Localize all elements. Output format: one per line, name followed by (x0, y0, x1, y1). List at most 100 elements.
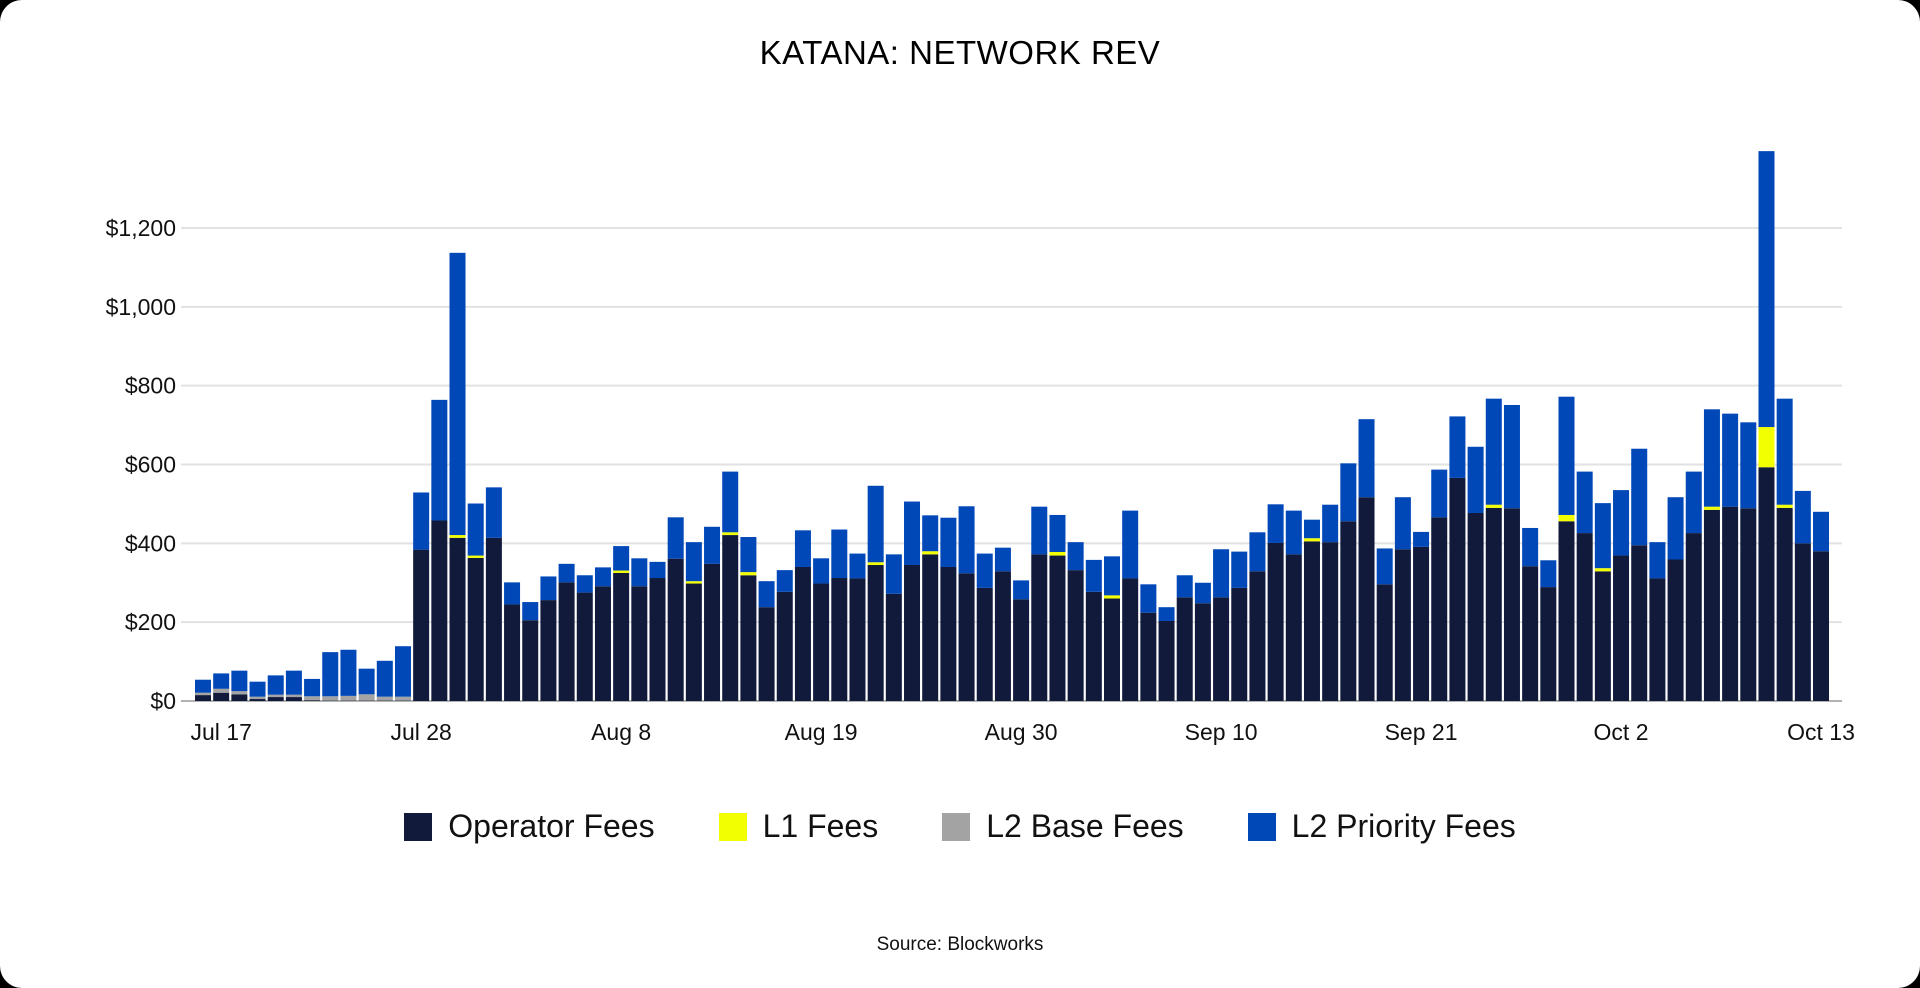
bar-segment-l2-priority-fees[interactable]: Oct 11 L2 Priority Fees: $269 (1776, 398, 1793, 505)
bar-segment-l2-priority-fees[interactable]: Jul 21 L2 Priority Fees: $61 (285, 670, 302, 695)
bar-segment-l2-priority-fees[interactable]: Oct 2 L2 Priority Fees: $166 (1613, 490, 1630, 556)
bar-segment-operator-fees[interactable]: Oct 7 Operator Fees: $485 (1703, 509, 1720, 701)
legend-item-l2-base-fees[interactable]: L2 Base Fees (942, 808, 1184, 845)
bar-segment-l2-priority-fees[interactable]: Jul 26 L2 Priority Fees: $91 (376, 660, 393, 697)
bar-segment-operator-fees[interactable]: Jul 30 Operator Fees: $414 (449, 537, 466, 701)
bar-segment-operator-fees[interactable]: Aug 6 Operator Fees: $275 (576, 592, 593, 701)
bar-segment-operator-fees[interactable]: Aug 1 Operator Fees: $414 (485, 537, 502, 701)
bar-segment-operator-fees[interactable]: Aug 8 Operator Fees: $325 (613, 572, 630, 701)
bar-segment-l2-priority-fees[interactable]: Aug 13 L2 Priority Fees: $94 (704, 526, 721, 564)
bar-segment-l2-priority-fees[interactable]: Aug 6 L2 Priority Fees: $44 (576, 575, 593, 593)
bar-segment-l2-priority-fees[interactable]: Sep 25 L2 Priority Fees: $269 (1485, 398, 1502, 505)
bar-segment-operator-fees[interactable]: Oct 3 Operator Fees: $395 (1631, 545, 1648, 701)
bar-segment-operator-fees[interactable]: Oct 6 Operator Fees: $426 (1685, 533, 1702, 701)
bar-segment-l2-priority-fees[interactable]: Jul 22 L2 Priority Fees: $44 (304, 678, 321, 697)
bar-segment-l2-priority-fees[interactable]: Sep 15 L2 Priority Fees: $47 (1303, 519, 1320, 539)
bar-segment-l2-priority-fees[interactable]: Jul 18 L2 Priority Fees: $52 (231, 670, 248, 692)
bar-segment-operator-fees[interactable]: Sep 30 Operator Fees: $426 (1576, 533, 1593, 701)
bar-segment-operator-fees[interactable]: Sep 29 Operator Fees: $456 (1558, 521, 1575, 701)
bar-segment-l2-priority-fees[interactable]: Aug 8 L2 Priority Fees: $62 (613, 546, 630, 571)
bar-segment-l2-priority-fees[interactable]: Sep 28 L2 Priority Fees: $68 (1540, 560, 1557, 588)
bar-segment-operator-fees[interactable]: Oct 4 Operator Fees: $311 (1649, 578, 1666, 701)
bar-segment-l2-priority-fees[interactable]: Sep 9 L2 Priority Fees: $52 (1194, 582, 1211, 604)
legend-item-l2-priority-fees[interactable]: L2 Priority Fees (1247, 808, 1516, 845)
bar-segment-operator-fees[interactable]: Jul 16 Operator Fees: $15 (195, 695, 211, 701)
bar-segment-l2-priority-fees[interactable]: Aug 1 L2 Priority Fees: $128 (485, 487, 502, 538)
bar-segment-operator-fees[interactable]: Jul 21 Operator Fees: $10 (285, 697, 302, 701)
bar-segment-l2-priority-fees[interactable]: Sep 30 L2 Priority Fees: $156 (1576, 471, 1593, 534)
bar-segment-operator-fees[interactable]: Aug 7 Operator Fees: $291 (594, 586, 611, 701)
bar-segment-l2-priority-fees[interactable]: Jul 16 L2 Priority Fees: $33 (195, 679, 211, 693)
bar-segment-operator-fees[interactable]: Aug 22 Operator Fees: $345 (867, 565, 884, 701)
bar-segment-l2-priority-fees[interactable]: Jul 30 L2 Priority Fees: $716 (449, 252, 466, 536)
bar-segment-l2-base-fees[interactable]: Jul 18 L2 Base Fees: $8 (231, 691, 248, 695)
bar-segment-operator-fees[interactable]: Aug 19 Operator Fees: $298 (813, 583, 830, 701)
bar-segment-l2-base-fees[interactable]: Jul 21 L2 Base Fees: $6 (285, 694, 302, 698)
bar-segment-l2-priority-fees[interactable]: Aug 24 L2 Priority Fees: $161 (904, 501, 921, 566)
bar-segment-l2-priority-fees[interactable]: Sep 12 L2 Priority Fees: $99 (1249, 532, 1266, 572)
bar-segment-operator-fees[interactable]: Aug 28 Operator Fees: $287 (976, 587, 993, 701)
bar-segment-l1-fees[interactable]: Aug 12 L1 Fees: $6 (685, 581, 702, 584)
bar-segment-l2-priority-fees[interactable]: Oct 5 L2 Priority Fees: $158 (1667, 497, 1684, 560)
bar-segment-l2-base-fees[interactable]: Jul 16 L2 Base Fees: $6 (195, 692, 211, 696)
bar-segment-operator-fees[interactable]: Sep 13 Operator Fees: $401 (1267, 542, 1284, 701)
bar-segment-operator-fees[interactable]: Sep 28 Operator Fees: $289 (1540, 587, 1557, 701)
bar-segment-operator-fees[interactable]: Sep 22 Operator Fees: $466 (1431, 517, 1448, 701)
bar-segment-l1-fees[interactable]: Sep 4 L1 Fees: $8 (1104, 595, 1120, 599)
bar-segment-operator-fees[interactable]: Aug 12 Operator Fees: $298 (685, 583, 702, 701)
bar-segment-l2-priority-fees[interactable]: Sep 1 L2 Priority Fees: $94 (1049, 514, 1066, 553)
bar-segment-operator-fees[interactable]: Oct 8 Operator Fees: $493 (1722, 506, 1739, 701)
bar-segment-l2-priority-fees[interactable]: Aug 23 L2 Priority Fees: $100 (885, 554, 902, 594)
bar-segment-l2-priority-fees[interactable]: Jul 29 L2 Priority Fees: $306 (431, 399, 448, 521)
bar-segment-l2-priority-fees[interactable]: Sep 3 L2 Priority Fees: $81 (1085, 559, 1102, 592)
bar-segment-l2-priority-fees[interactable]: Aug 7 L2 Priority Fees: $48 (594, 567, 611, 587)
bar-segment-operator-fees[interactable]: Sep 27 Operator Fees: $342 (1522, 566, 1539, 701)
bar-segment-l1-fees[interactable]: Oct 1 L1 Fees: $8 (1594, 568, 1611, 572)
bar-segment-l2-priority-fees[interactable]: Sep 29 L2 Priority Fees: $300 (1558, 396, 1575, 515)
bar-segment-operator-fees[interactable]: Aug 10 Operator Fees: $312 (649, 578, 666, 701)
bar-segment-operator-fees[interactable]: Sep 21 Operator Fees: $391 (1413, 546, 1430, 701)
bar-segment-operator-fees[interactable]: Aug 13 Operator Fees: $348 (704, 563, 721, 701)
bar-segment-l2-priority-fees[interactable]: Sep 22 L2 Priority Fees: $121 (1431, 469, 1448, 518)
bar-segment-l2-priority-fees[interactable]: Sep 7 L2 Priority Fees: $35 (1158, 607, 1175, 621)
bar-segment-l2-priority-fees[interactable]: Sep 10 L2 Priority Fees: $122 (1213, 549, 1230, 598)
bar-segment-l2-base-fees[interactable]: Jul 22 L2 Base Fees: $10 (304, 696, 321, 701)
bar-segment-l2-priority-fees[interactable]: Aug 26 L2 Priority Fees: $125 (940, 517, 957, 567)
bar-segment-operator-fees[interactable]: Jul 22 Operator Fees: $2 (304, 700, 321, 701)
bar-segment-operator-fees[interactable]: Aug 24 Operator Fees: $345 (904, 565, 921, 701)
bar-segment-operator-fees[interactable]: Aug 20 Operator Fees: $312 (831, 578, 848, 701)
bar-segment-l2-priority-fees[interactable]: Aug 15 L2 Priority Fees: $89 (740, 537, 757, 573)
bar-segment-l2-priority-fees[interactable]: Jul 20 L2 Priority Fees: $49 (267, 675, 284, 695)
bar-segment-l1-fees[interactable]: Aug 22 L1 Fees: $7 (867, 562, 884, 566)
bar-segment-l2-priority-fees[interactable]: Oct 7 L2 Priority Fees: $247 (1703, 409, 1720, 507)
bar-segment-operator-fees[interactable]: Sep 7 Operator Fees: $203 (1158, 620, 1175, 701)
bar-segment-l2-priority-fees[interactable]: Sep 24 L2 Priority Fees: $168 (1467, 446, 1484, 513)
bar-segment-operator-fees[interactable]: Jul 19 Operator Fees: $5 (249, 699, 266, 701)
bar-segment-l2-priority-fees[interactable]: Aug 25 L2 Priority Fees: $91 (922, 515, 939, 552)
bar-segment-l2-priority-fees[interactable]: Aug 28 L2 Priority Fees: $87 (976, 553, 993, 588)
bar-segment-l2-priority-fees[interactable]: Jul 19 L2 Priority Fees: $38 (249, 681, 266, 697)
bar-segment-l2-priority-fees[interactable]: Aug 4 L2 Priority Fees: $60 (540, 576, 557, 601)
bar-segment-l2-priority-fees[interactable]: Oct 13 L2 Priority Fees: $100 (1813, 511, 1830, 552)
bar-segment-l2-priority-fees[interactable]: Jul 24 L2 Priority Fees: $117 (340, 649, 357, 696)
bar-segment-operator-fees[interactable]: Sep 3 Operator Fees: $277 (1085, 591, 1102, 701)
bar-segment-l2-base-fees[interactable]: Jul 20 L2 Base Fees: $6 (267, 694, 284, 698)
bar-segment-l2-priority-fees[interactable]: Sep 20 L2 Priority Fees: $132 (1394, 497, 1411, 550)
bar-segment-operator-fees[interactable]: Oct 9 Operator Fees: $489 (1740, 508, 1757, 701)
bar-segment-l2-priority-fees[interactable]: Aug 5 L2 Priority Fees: $47 (558, 563, 575, 583)
bar-segment-l2-priority-fees[interactable]: Jul 17 L2 Priority Fees: $39 (213, 673, 230, 689)
bar-segment-l2-priority-fees[interactable]: Aug 21 L2 Priority Fees: $63 (849, 553, 866, 579)
bar-segment-operator-fees[interactable]: Sep 6 Operator Fees: $224 (1140, 612, 1157, 701)
bar-segment-operator-fees[interactable]: Jul 31 Operator Fees: $363 (467, 557, 484, 701)
bar-segment-l2-priority-fees[interactable]: Aug 3 L2 Priority Fees: $46 (522, 602, 539, 621)
bar-segment-operator-fees[interactable]: Aug 18 Operator Fees: $340 (794, 566, 811, 701)
bar-segment-operator-fees[interactable]: Sep 11 Operator Fees: $287 (1231, 587, 1248, 701)
bar-segment-l2-priority-fees[interactable]: Aug 31 L2 Priority Fees: $121 (1031, 506, 1048, 555)
bar-segment-l1-fees[interactable]: Oct 11 L1 Fees: $8 (1776, 504, 1793, 508)
bar-segment-operator-fees[interactable]: Sep 2 Operator Fees: $332 (1067, 570, 1084, 701)
bar-segment-l2-priority-fees[interactable]: Aug 29 L2 Priority Fees: $60 (994, 547, 1011, 572)
bar-segment-operator-fees[interactable]: Sep 23 Operator Fees: $566 (1449, 477, 1466, 701)
bar-segment-l2-priority-fees[interactable]: Oct 6 L2 Priority Fees: $156 (1685, 471, 1702, 534)
bar-segment-operator-fees[interactable]: Sep 17 Operator Fees: $456 (1340, 521, 1357, 701)
bar-segment-operator-fees[interactable]: Jul 20 Operator Fees: $10 (267, 697, 284, 701)
